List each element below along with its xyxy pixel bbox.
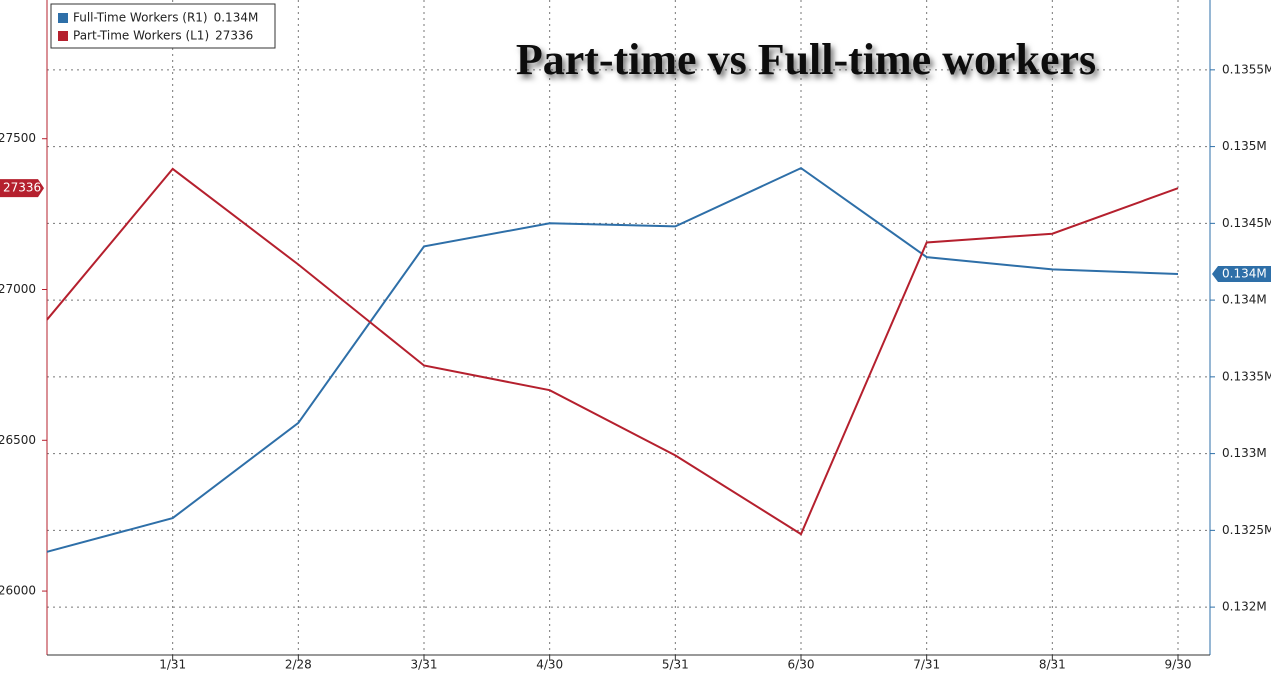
x-tick-label: 4/30 <box>536 658 563 672</box>
legend: Full-Time Workers (R1) 0.134M Part-Time Wo… <box>50 3 276 49</box>
tag-label: 0.134M <box>1222 267 1267 281</box>
y-tick-label: 26500 <box>0 433 36 447</box>
series-line <box>46 166 1179 553</box>
legend-swatch <box>58 31 68 41</box>
tag-box <box>1212 266 1271 283</box>
tag-box <box>0 179 44 198</box>
chart-title: Part-time vs Full-time workers <box>516 35 1096 84</box>
y2-tick-label: 0.135M <box>1222 139 1267 153</box>
x-tick-label: 6/30 <box>788 658 815 672</box>
last-value-tag: 0.134M <box>1212 266 1271 283</box>
y2-tick-label: 0.1355M <box>1222 62 1271 76</box>
legend-label: Full-Time Workers (R1) <box>73 11 208 25</box>
x-tick-label: 7/31 <box>913 658 940 672</box>
y2-tick-label: 0.1335M <box>1222 369 1271 383</box>
legend-box <box>50 3 276 49</box>
y2-tick-label: 0.1325M <box>1222 523 1271 537</box>
y2-tick-label: 0.1345M <box>1222 216 1271 230</box>
x-tick-label: 9/30 <box>1165 658 1192 672</box>
x-tick-label: 3/31 <box>411 658 438 672</box>
series-line <box>46 167 1179 536</box>
x-tick-label: 1/31 <box>159 658 186 672</box>
y-tick-label: 26000 <box>0 584 36 598</box>
x-tick-label: 8/31 <box>1039 658 1066 672</box>
y2-tick-label: 0.133M <box>1222 446 1267 460</box>
y2-tick-label: 0.134M <box>1222 293 1267 307</box>
legend-label: Part-Time Workers (L1) <box>73 29 209 43</box>
x-tick-label: 2/28 <box>285 658 312 672</box>
y-tick-label: 27000 <box>0 282 36 296</box>
x-tick-label: 5/31 <box>662 658 689 672</box>
legend-value: 0.134M <box>214 11 259 25</box>
tag-label: 27336 <box>3 181 41 195</box>
y2-tick-label: 0.132M <box>1222 600 1267 614</box>
legend-swatch <box>58 13 68 23</box>
y-tick-label: 27500 <box>0 131 36 145</box>
legend-value: 27336 <box>215 29 253 43</box>
last-value-tag: 27336 <box>0 179 44 198</box>
